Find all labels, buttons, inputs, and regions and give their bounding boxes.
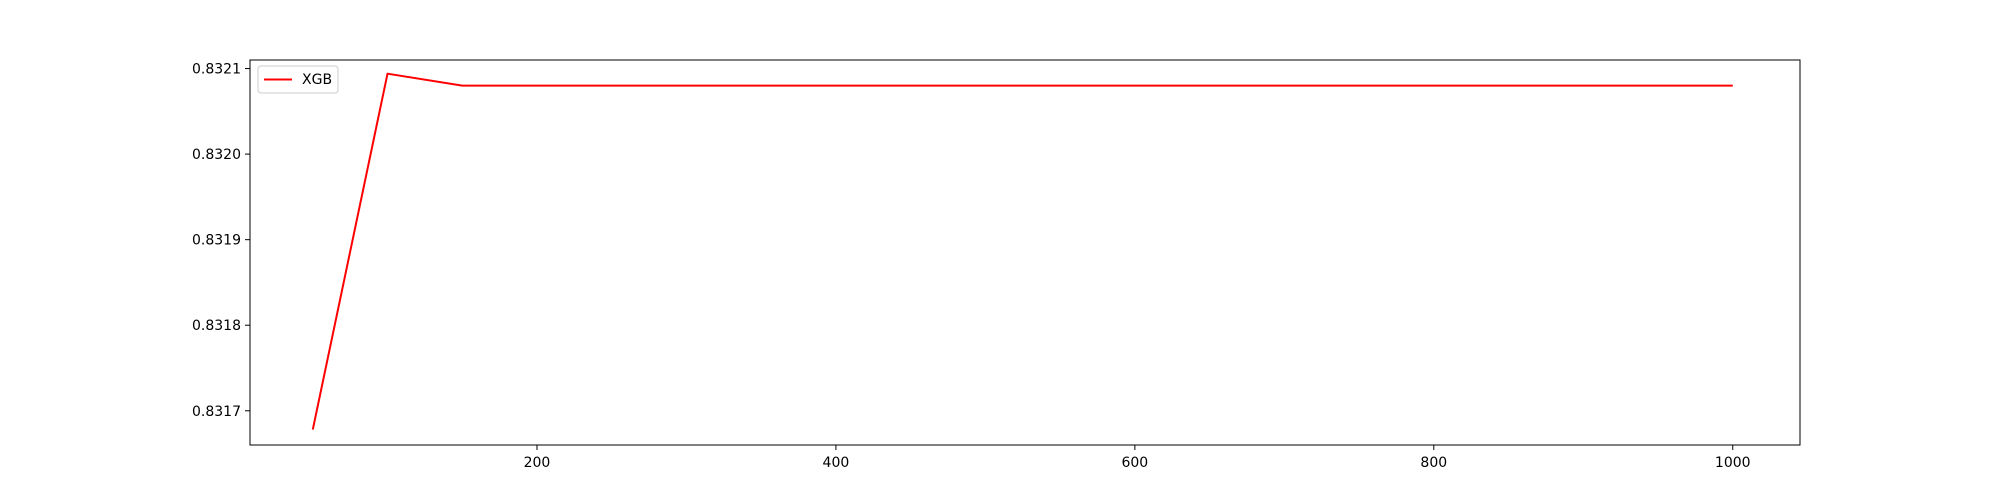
y-tick-label: 0.8320 — [192, 147, 241, 163]
plot-frame — [249, 59, 1801, 446]
x-tick-label: 1000 — [1715, 455, 1751, 471]
series-layer — [311, 72, 1733, 430]
y-tick-label: 0.8317 — [192, 404, 241, 420]
legend: XGB — [257, 65, 339, 94]
x-axis: 200 400 600 800 1000 — [524, 445, 1751, 471]
x-tick-label: 400 — [823, 455, 850, 471]
plot-area — [250, 60, 1800, 445]
x-tick-label: 800 — [1420, 455, 1447, 471]
y-tick-label: 0.8318 — [192, 318, 241, 334]
x-tick-label: 600 — [1121, 455, 1148, 471]
x-tick-label: 200 — [524, 455, 551, 471]
series-line-xgb — [311, 72, 1733, 430]
y-tick-label: 0.8319 — [192, 233, 241, 249]
legend-box — [257, 65, 339, 94]
y-axis: 0.8317 0.8318 0.8319 0.8320 0.8321 — [192, 62, 250, 420]
legend-label-xgb: XGB — [302, 72, 332, 88]
y-tick-label: 0.8321 — [192, 62, 241, 78]
